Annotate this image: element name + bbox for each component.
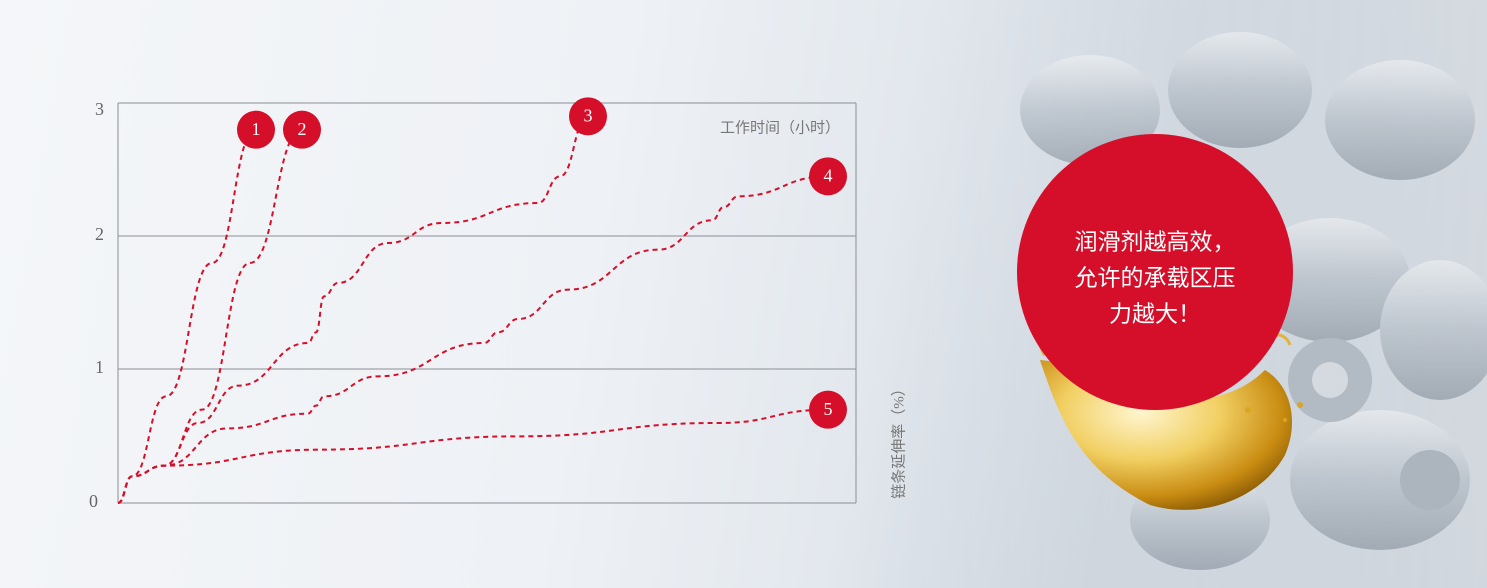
callout-circle	[1017, 134, 1293, 410]
callout-line-1: 润滑剂越高效，	[1075, 229, 1236, 254]
series-marker-label-5: 5	[824, 399, 833, 419]
series-layer	[117, 115, 829, 504]
series-line-4	[117, 175, 829, 504]
y-tick-label-2: 2	[95, 224, 104, 244]
plot-area	[117, 102, 857, 504]
series-marker-3	[569, 97, 607, 136]
y-tick-label-3: 3	[95, 99, 104, 119]
callout-line-2: 允许的承载区压	[1075, 265, 1236, 290]
series-line-2	[117, 128, 303, 504]
series-marker-5	[809, 390, 847, 429]
series-marker-label-1: 1	[252, 119, 261, 139]
series-marker-label-4: 4	[824, 165, 833, 185]
series-marker-1	[237, 110, 275, 149]
callout: 润滑剂越高效， 允许的承载区压 力越大！	[1017, 134, 1293, 410]
series-marker-label-2: 2	[298, 119, 307, 139]
series-marker-2	[283, 110, 321, 149]
callout-line-3: 力越大！	[1109, 301, 1201, 326]
x-axis-label: 工作时间（小时）	[720, 119, 840, 136]
series-marker-label-3: 3	[584, 105, 593, 125]
y-axis-label: 链条延伸率（%）	[890, 381, 907, 499]
marker-layer: 1 2 3 4 5	[237, 97, 847, 429]
series-line-3	[117, 115, 589, 504]
y-tick-label-0: 0	[89, 491, 98, 511]
y-tick-label-1: 1	[95, 357, 104, 377]
y-tick-labels: 0 1 2 3	[89, 99, 104, 511]
series-line-5	[117, 408, 829, 504]
series-line-1	[117, 128, 257, 504]
series-marker-4	[809, 157, 847, 196]
